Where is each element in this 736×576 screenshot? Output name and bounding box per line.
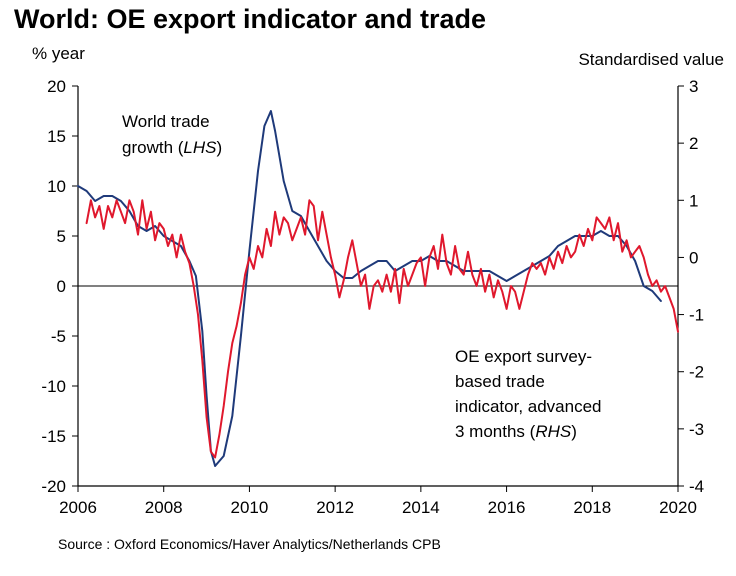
left-tick-label: 10 [47,177,66,196]
right-tick-label: -4 [689,477,704,496]
left-axis-unit: % year [32,44,85,63]
x-tick-label: 2008 [145,498,183,517]
annotation-indicator-line3: indicator, advanced [455,397,602,416]
right-tick-label: 3 [689,77,698,96]
right-tick-label: -3 [689,420,704,439]
right-tick-label: 0 [689,248,698,267]
annotation-trade-line1: World trade [122,112,210,131]
annotation-indicator-line2: based trade [455,372,545,391]
source-note: Source : Oxford Economics/Haver Analytic… [58,536,441,552]
annotation-trade-line2: growth (LHS) [122,138,222,157]
right-axis-unit: Standardised value [578,50,724,69]
x-tick-label: 2018 [573,498,611,517]
right-tick-label: -1 [689,306,704,325]
left-tick-label: 0 [57,277,66,296]
x-tick-label: 2006 [59,498,97,517]
x-tick-label: 2010 [231,498,269,517]
left-tick-label: -10 [41,377,66,396]
right-tick-label: 2 [689,134,698,153]
x-tick-label: 2020 [659,498,697,517]
x-tick-label: 2016 [488,498,526,517]
chart-title: World: OE export indicator and trade [14,4,487,34]
right-tick-label: -2 [689,363,704,382]
annotation-indicator-line4: 3 months (RHS) [455,422,577,441]
left-tick-label: -15 [41,427,66,446]
series-layer [77,110,679,467]
x-tick-label: 2014 [402,498,440,517]
left-tick-label: -20 [41,477,66,496]
series-line-oe-indicator [85,199,679,459]
left-tick-label: 5 [57,227,66,246]
left-tick-label: 15 [47,127,66,146]
series-line-world-trade [77,110,662,467]
right-tick-label: 1 [689,191,698,210]
x-tick-label: 2012 [316,498,354,517]
left-tick-label: 20 [47,77,66,96]
left-tick-label: -5 [51,327,66,346]
annotation-indicator-line1: OE export survey- [455,347,592,366]
